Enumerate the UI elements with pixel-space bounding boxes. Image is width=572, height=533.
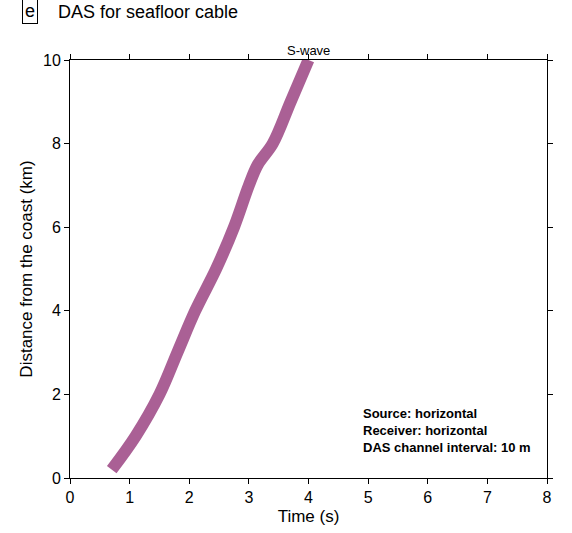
svg-text:10: 10 <box>43 52 61 69</box>
svg-text:2: 2 <box>52 386 61 403</box>
svg-text:2: 2 <box>185 489 194 506</box>
svg-text:4: 4 <box>304 489 313 506</box>
svg-text:8: 8 <box>543 489 552 506</box>
svg-text:6: 6 <box>423 489 432 506</box>
svg-text:e: e <box>25 1 35 21</box>
svg-text:0: 0 <box>66 489 75 506</box>
svg-text:5: 5 <box>364 489 373 506</box>
svg-text:7: 7 <box>483 489 492 506</box>
svg-text:8: 8 <box>52 135 61 152</box>
svg-text:6: 6 <box>52 219 61 236</box>
svg-text:Time (s): Time (s) <box>278 507 340 526</box>
svg-text:4: 4 <box>52 302 61 319</box>
svg-text:DAS for seafloor cable: DAS for seafloor cable <box>58 2 238 22</box>
svg-text:S-wave: S-wave <box>287 43 330 58</box>
svg-text:0: 0 <box>52 470 61 487</box>
svg-text:Distance from the coast (km): Distance from the coast (km) <box>17 160 36 377</box>
svg-text:Source: horizontalReceiver: ho: Source: horizontalReceiver: horizontalDA… <box>363 406 531 455</box>
svg-text:1: 1 <box>125 489 134 506</box>
svg-text:3: 3 <box>244 489 253 506</box>
